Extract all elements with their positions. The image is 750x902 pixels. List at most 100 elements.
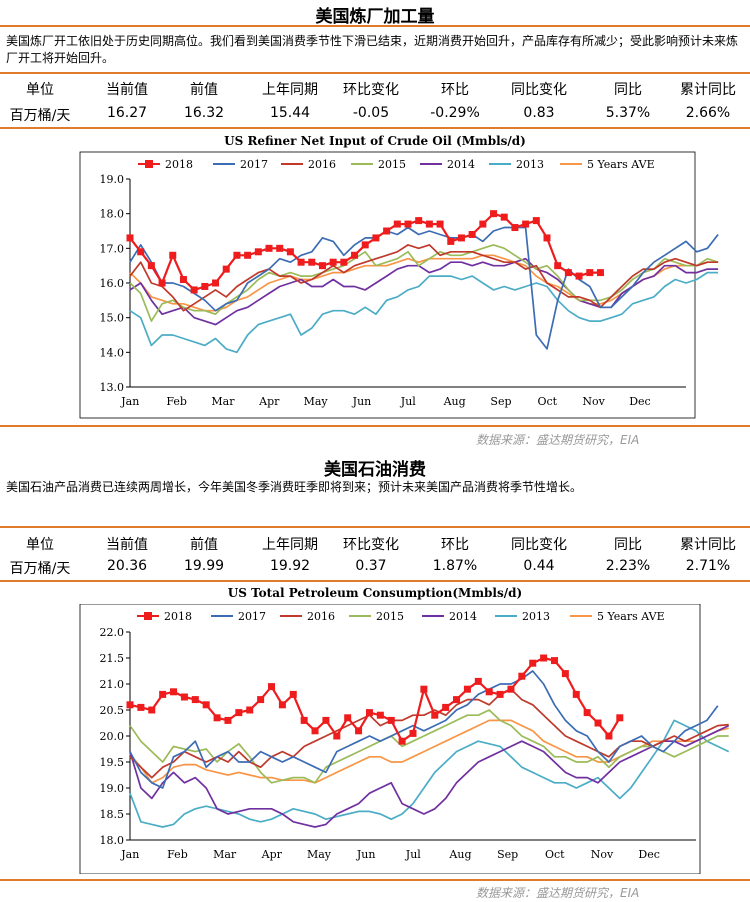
series-line-2014 (129, 257, 719, 326)
data-point-2018 (431, 711, 439, 719)
data-point-2018 (583, 709, 591, 717)
x-tick-label: Mar (213, 848, 237, 861)
data-point-2018 (246, 706, 254, 714)
x-tick-label: Jun (356, 848, 376, 861)
data-point-2018 (265, 244, 273, 252)
y-tick-label: 21.0 (100, 678, 125, 691)
x-tick-label: Oct (537, 395, 557, 408)
data-point-2018 (490, 210, 498, 218)
table-header-cell: 当前值 (106, 82, 148, 98)
legend-label: 2018 (164, 610, 192, 623)
data-point-2018 (254, 248, 262, 256)
data-point-2018 (409, 729, 417, 737)
x-tick-label: Dec (629, 395, 651, 408)
section-description: 美国石油产品消费已连续两周增长，今年美国冬季消费旺季即将到来；预计未来美国产品消… (6, 480, 583, 494)
y-tick-label: 16.0 (100, 277, 125, 290)
legend-label: 5 Years AVE (587, 158, 655, 171)
data-point-2018 (554, 262, 562, 270)
x-tick-label: Mar (211, 395, 235, 408)
y-tick-label: 18.0 (100, 834, 125, 847)
table-header-cell: 同比变化 (511, 82, 567, 98)
legend-label: 2015 (378, 158, 406, 171)
data-point-2018 (447, 237, 455, 245)
y-tick-label: 21.5 (100, 652, 125, 665)
data-point-2018 (276, 244, 284, 252)
legend-label: 2017 (238, 610, 266, 623)
data-point-2018 (404, 220, 412, 228)
table-value-cell: 20.36 (106, 558, 148, 574)
data-point-2018 (540, 654, 548, 662)
data-point-2018 (213, 714, 221, 722)
table-header-cell: 环比变化 (343, 537, 399, 553)
data-point-2018 (286, 248, 294, 256)
data-point-2018 (442, 703, 450, 711)
y-tick-label: 20.5 (100, 704, 125, 717)
chart-title: US Refiner Net Input of Crude Oil (Mmbls… (224, 134, 526, 148)
data-point-2018 (300, 716, 308, 724)
series-line-2015 (129, 709, 729, 784)
table-header-cell: 上年同期 (262, 82, 318, 98)
table-value-cell: 百万桶/天 (9, 561, 71, 577)
section-description: 美国炼厂开工依旧处于历史同期高位。我们看到美国消费季节性下滑已结束，近期消费开始… (6, 34, 739, 65)
legend-label: 2013 (522, 610, 550, 623)
data-point-2018 (532, 217, 540, 225)
x-tick-label: Sep (497, 848, 518, 861)
divider (0, 127, 750, 129)
legend-label: 2013 (516, 158, 544, 171)
data-point-2018 (479, 220, 487, 228)
x-tick-label: Aug (448, 848, 471, 861)
data-point-2018 (201, 282, 209, 290)
data-point-2018 (474, 677, 482, 685)
table-header-row: 单位 当前值 前值 上年同期 环比变化 环比 同比变化 同比 累计同比 (0, 79, 750, 101)
table-header-cell: 累计同比 (680, 537, 736, 553)
table-value-cell: 19.99 (183, 558, 225, 574)
x-tick-label: May (304, 395, 329, 408)
table-value-cell: 0.83 (523, 105, 555, 121)
y-tick-label: 15.0 (100, 312, 125, 325)
table-header-cell: 当前值 (106, 537, 148, 553)
legend-marker (144, 612, 152, 620)
table-value-cell: 5.37% (605, 105, 651, 121)
legend-label: 2016 (307, 610, 335, 623)
data-point-2018 (393, 220, 401, 228)
data-point-2018 (457, 234, 465, 242)
data-point-2018 (170, 688, 178, 696)
series-line-2017 (129, 226, 719, 350)
data-point-2018 (278, 701, 286, 709)
legend-label: 2015 (376, 610, 404, 623)
table-header-cell: 同比 (614, 82, 642, 98)
table-value-cell: 2.23% (605, 558, 651, 574)
legend-label: 2014 (447, 158, 475, 171)
data-point-2018 (415, 217, 423, 225)
data-point-2018 (551, 657, 558, 665)
data-point-2018 (586, 269, 594, 277)
data-point-2018 (616, 714, 624, 722)
x-tick-label: Nov (591, 848, 614, 861)
data-point-2018 (322, 716, 330, 724)
data-point-2018 (575, 272, 583, 280)
table-header-cell: 同比变化 (511, 537, 567, 553)
data-point-2018 (179, 276, 187, 284)
table-header-cell: 环比 (441, 537, 469, 553)
legend-label: 2016 (308, 158, 336, 171)
data-point-2018 (500, 213, 508, 221)
table-value-cell: 19.92 (269, 558, 311, 574)
section-title: 美国炼厂加工量 (315, 7, 435, 27)
y-tick-label: 19.0 (100, 173, 125, 186)
data-point-2018 (137, 703, 145, 711)
x-tick-label: Aug (443, 395, 466, 408)
table-header-cell: 单位 (26, 82, 54, 98)
data-point-2018 (147, 262, 155, 270)
data-point-2018 (387, 716, 395, 724)
divider (0, 25, 750, 27)
data-point-2018 (436, 220, 444, 228)
data-point-2018 (297, 258, 305, 266)
data-point-2018 (224, 716, 232, 724)
data-point-2018 (333, 732, 341, 740)
table-value-cell: 15.44 (269, 105, 311, 121)
table-value-row: 百万桶/天 16.27 16.32 15.44 -0.05 -0.29% 0.83 5.37%… (0, 105, 750, 127)
y-tick-label: 17.0 (100, 242, 125, 255)
data-point-2018 (180, 693, 188, 701)
table-value-cell: -0.05 (352, 105, 390, 121)
data-point-2018 (268, 683, 275, 691)
